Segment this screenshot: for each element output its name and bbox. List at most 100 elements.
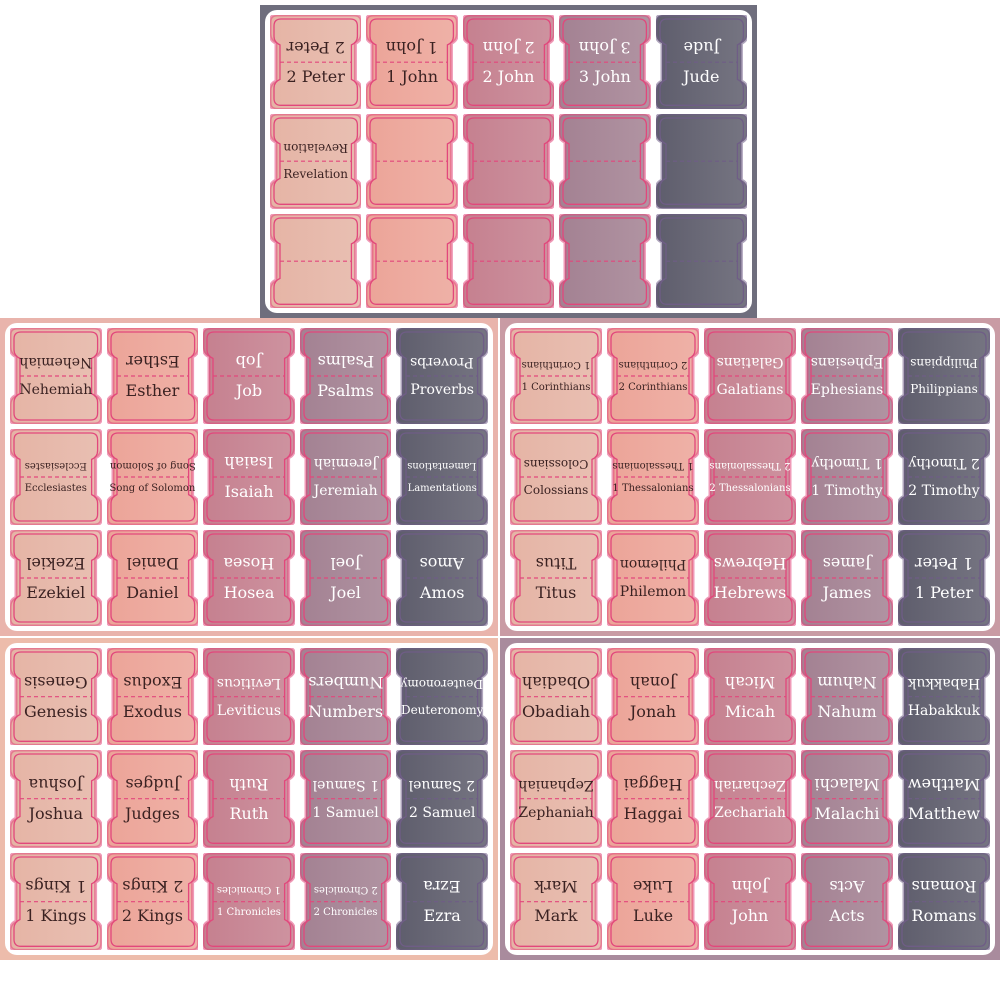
tab-shape [898,852,990,950]
bible-tab[interactable]: 2 Samuel 2 Samuel [396,750,488,848]
tab-shape [106,328,199,424]
bible-tab[interactable]: 1 Kings 1 Kings [10,852,102,950]
bible-tab[interactable]: Revelation Revelation [270,114,362,209]
bible-tab[interactable]: Zephaniah Zephaniah [510,750,602,848]
bible-tab[interactable]: 1 Timothy 1 Timothy [801,429,893,525]
bible-tab[interactable]: Numbers Numbers [299,648,392,746]
tab-label: Habakkuk [907,702,981,719]
tab-shape [10,852,102,950]
bible-tab[interactable] [559,114,651,209]
bible-tab[interactable]: Song of Solomon Song of Solomon [106,429,199,525]
bible-tab[interactable]: Lamentations Lamentations [396,429,488,525]
tab-label: Joshua [28,803,83,823]
bible-tab[interactable] [366,213,458,308]
bible-tab[interactable]: Leviticus Leviticus [203,648,295,746]
bible-tab[interactable]: Acts Acts [801,852,893,950]
bible-tab[interactable]: Hebrews Hebrews [704,530,796,626]
bible-tab[interactable]: Jeremiah Jeremiah [299,429,392,525]
bible-tab[interactable]: 2 Thessalonians 2 Thessalonians [704,429,796,525]
bible-tab[interactable]: Ephesians Ephesians [801,328,893,424]
bible-tab[interactable]: 2 Timothy 2 Timothy [898,429,990,525]
tab-label-upside-down: 1 Timothy [811,455,883,471]
bible-tab[interactable]: Job Job [203,328,295,424]
bible-tab[interactable]: Philemon Philemon [607,530,699,626]
bible-tab[interactable]: Ezekiel Ezekiel [10,530,102,626]
bible-tab[interactable]: Esther Esther [106,328,199,424]
bible-tab[interactable]: Luke Luke [607,852,699,950]
bible-tab[interactable]: Ecclesiastes Ecclesiastes [10,429,102,525]
tab-shape [299,750,392,848]
bible-tab[interactable]: Ezra Ezra [396,852,488,950]
tab-label: Micah [724,701,776,721]
tab-label-upside-down: Malachi [814,774,880,794]
tab-shape [299,530,392,626]
bible-tab[interactable] [462,114,555,209]
bible-tab[interactable]: 1 John 1 John [366,15,458,110]
bible-tab[interactable]: Philippians Philippians [898,328,990,424]
tab-label-upside-down: Joshua [28,774,83,794]
bible-tab[interactable]: 1 Thessalonians 1 Thessalonians [607,429,699,525]
bible-tab[interactable]: Romans Romans [898,852,990,950]
bible-tab[interactable] [559,213,651,308]
bible-tab[interactable] [655,213,747,308]
bible-tab[interactable]: John John [704,852,796,950]
bible-tab[interactable]: Matthew Matthew [898,750,990,848]
bible-tab[interactable]: 2 Corinthians 2 Corinthians [607,328,699,424]
bible-tab[interactable]: Joel Joel [299,530,392,626]
bible-tab[interactable]: Colossians Colossians [510,429,602,525]
tab-label-upside-down: Mark [534,877,578,897]
bible-tab[interactable] [270,213,362,308]
bible-tab[interactable]: Amos Amos [396,530,488,626]
bible-tab[interactable] [655,114,747,209]
bible-tab[interactable]: Haggai Haggai [607,750,699,848]
bible-tab[interactable]: 1 Peter 1 Peter [898,530,990,626]
bible-tab[interactable]: 2 John 2 John [462,15,555,110]
tab-label: 3 John [578,67,631,87]
bible-tab[interactable]: Nehemiah Nehemiah [10,328,102,424]
bible-tab[interactable]: Hosea Hosea [203,530,295,626]
bible-tab[interactable]: 1 Chronicles 1 Chronicles [203,852,295,950]
bible-tab[interactable]: Deuteronomy Deuteronomy [396,648,488,746]
tab-label-upside-down: Judges [124,774,180,794]
bible-tab[interactable]: Obadiah Obadiah [510,648,602,746]
tab-label-upside-down: 2 Samuel [409,776,476,793]
bible-tab[interactable]: Galatians Galatians [704,328,796,424]
bible-tab[interactable]: Psalms Psalms [299,328,392,424]
tab-label: John [731,906,769,926]
bible-tab[interactable]: Mark Mark [510,852,602,950]
bible-tab[interactable]: Genesis Genesis [10,648,102,746]
bible-tab[interactable]: Nahum Nahum [801,648,893,746]
tab-label-upside-down: Isaiah [224,453,274,472]
tab-label: Hosea [223,583,275,602]
bible-tab[interactable] [366,114,458,209]
tab-label-upside-down: 2 Chronicles [313,884,378,896]
bible-tab[interactable]: Exodus Exodus [106,648,199,746]
bible-tab[interactable]: Joshua Joshua [10,750,102,848]
tab-shape [396,852,488,950]
bible-tab[interactable]: 1 Samuel 1 Samuel [299,750,392,848]
tab-label-upside-down: Titus [535,554,577,573]
bible-tab[interactable]: Titus Titus [510,530,602,626]
tab-label-upside-down: 2 Timothy [908,455,980,471]
bible-tab[interactable]: Zechariah Zechariah [704,750,796,848]
bible-tab[interactable]: 2 Peter 2 Peter [270,15,362,110]
bible-tab[interactable]: Proverbs Proverbs [396,328,488,424]
bible-tab[interactable]: 1 Corinthians 1 Corinthians [510,328,602,424]
bible-tab[interactable] [462,213,555,308]
tab-label-upside-down: Jeremiah [313,455,378,471]
bible-tab[interactable]: James James [801,530,893,626]
bible-tab[interactable]: Malachi Malachi [801,750,893,848]
bible-tab[interactable]: Jude Jude [655,15,747,110]
bible-tab[interactable]: Judges Judges [106,750,199,848]
tab-label-upside-down: Nehemiah [19,354,93,370]
bible-tab[interactable]: 2 Chronicles 2 Chronicles [299,852,392,950]
tab-label-upside-down: Ezra [423,877,461,897]
bible-tab[interactable]: Daniel Daniel [106,530,199,626]
bible-tab[interactable]: Ruth Ruth [203,750,295,848]
bible-tab[interactable]: 2 Kings 2 Kings [106,852,199,950]
bible-tab[interactable]: Jonah Jonah [607,648,699,746]
bible-tab[interactable]: 3 John 3 John [559,15,651,110]
bible-tab[interactable]: Micah Micah [704,648,796,746]
bible-tab[interactable]: Isaiah Isaiah [203,429,295,525]
bible-tab[interactable]: Habakkuk Habakkuk [898,648,990,746]
